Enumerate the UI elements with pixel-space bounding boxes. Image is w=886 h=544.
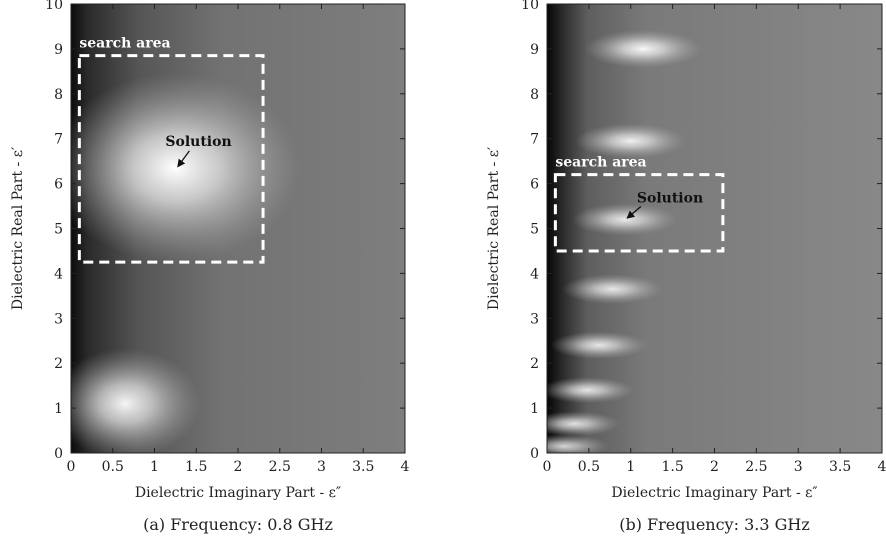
- x-tick-label: 2: [234, 459, 243, 475]
- solution-label-b: Solution: [637, 191, 703, 207]
- search-area-label-b: search area: [555, 155, 646, 171]
- heatmap-peak-b-5: [550, 331, 648, 360]
- caption-b: (b) Frequency: 3.3 GHz: [619, 515, 810, 534]
- heatmap-peak-b-6: [547, 377, 635, 404]
- y-tick-label: 10: [45, 0, 63, 13]
- solution-arrow-a: [177, 150, 190, 168]
- y-tick-label: 9: [54, 42, 63, 58]
- y-tick-label: 4: [54, 266, 63, 282]
- x-tick-label: 0.5: [102, 459, 124, 475]
- y-tick-label: 1: [530, 401, 539, 417]
- y-tick-label: 6: [54, 177, 63, 193]
- y-axis-label-a: Dielectric Real Part - ε′: [10, 147, 26, 310]
- x-tick-label: 1.5: [185, 459, 207, 475]
- heatmap-peak-b-1: [584, 29, 702, 69]
- x-tick-label: 1.5: [661, 459, 683, 475]
- ticks-a: 0 0.5 1 1.5 2 2.5 3 3.5 4 0 1 2 3 4 5 6 7 8 9 10: [45, 0, 409, 475]
- heatmap-peak-b-2: [575, 123, 687, 159]
- y-tick-label: 2: [530, 356, 539, 372]
- x-tick-label: 2.5: [269, 459, 291, 475]
- x-tick-label: 3: [317, 459, 326, 475]
- x-tick-label: 3.5: [829, 459, 851, 475]
- x-axis-label-a: Dielectric Imaginary Part - ε″: [135, 485, 341, 501]
- search-area-box-b: [553, 173, 725, 253]
- y-tick-label: 7: [530, 132, 539, 148]
- y-tick-label: 6: [530, 177, 539, 193]
- y-tick-label: 0: [54, 446, 63, 462]
- heatmap-b: [547, 4, 882, 453]
- x-tick-label: 2.5: [745, 459, 767, 475]
- y-tick-label: 3: [54, 311, 63, 327]
- y-tick-label: 3: [530, 311, 539, 327]
- y-tick-label: 8: [54, 87, 63, 103]
- search-area-label-a: search area: [79, 36, 170, 52]
- search-area-box-a: [77, 54, 265, 264]
- caption-a: (a) Frequency: 0.8 GHz: [143, 515, 333, 534]
- heatmap-peak-b-7: [547, 411, 620, 437]
- x-tick-label: 4: [878, 459, 886, 475]
- y-tick-label: 1: [54, 401, 63, 417]
- y-tick-label: 2: [54, 356, 63, 372]
- heatmap-a: [71, 4, 405, 453]
- y-tick-label: 7: [54, 132, 63, 148]
- x-tick-label: 1: [626, 459, 635, 475]
- heatmap-peak-b-3: [572, 203, 678, 236]
- heatmap-peak-b-4: [561, 274, 663, 305]
- chart-panel-b: 0 0.5 1 1.5 2 2.5 3 3.5 4 0 1 2 3 4 5 6 7 8 9 10 Dielectric…: [486, 0, 886, 534]
- x-axis-label-b: Dielectric Imaginary Part - ε″: [611, 485, 817, 501]
- x-tick-label: 0: [67, 459, 76, 475]
- y-tick-label: 4: [530, 266, 539, 282]
- x-tick-label: 1: [150, 459, 159, 475]
- y-tick-label: 9: [530, 42, 539, 58]
- x-tick-label: 4: [401, 459, 410, 475]
- x-tick-label: 3.5: [352, 459, 374, 475]
- heatmap-peak-a-1: [71, 72, 301, 263]
- solution-label-a: Solution: [165, 134, 231, 150]
- x-tick-label: 0: [543, 459, 552, 475]
- x-tick-label: 2: [710, 459, 719, 475]
- y-tick-label: 5: [54, 222, 63, 238]
- y-tick-label: 8: [530, 87, 539, 103]
- chart-panel-a: 0 0.5 1 1.5 2 2.5 3 3.5 4 0 1 2 3 4 5 6 7 8 9 10 Dielectric…: [10, 0, 410, 534]
- heatmap-peak-a-2: [71, 348, 201, 453]
- x-tick-label: 3: [794, 459, 803, 475]
- ticks-b: 0 0.5 1 1.5 2 2.5 3 3.5 4 0 1 2 3 4 5 6 7 8 9 10: [521, 0, 886, 475]
- y-axis-label-b: Dielectric Real Part - ε′: [486, 147, 502, 310]
- y-tick-label: 0: [530, 446, 539, 462]
- x-tick-label: 0.5: [578, 459, 600, 475]
- y-tick-label: 10: [521, 0, 539, 13]
- y-tick-label: 5: [530, 222, 539, 238]
- heatmap-peak-b-8: [547, 434, 609, 453]
- solution-arrow-b: [626, 206, 642, 219]
